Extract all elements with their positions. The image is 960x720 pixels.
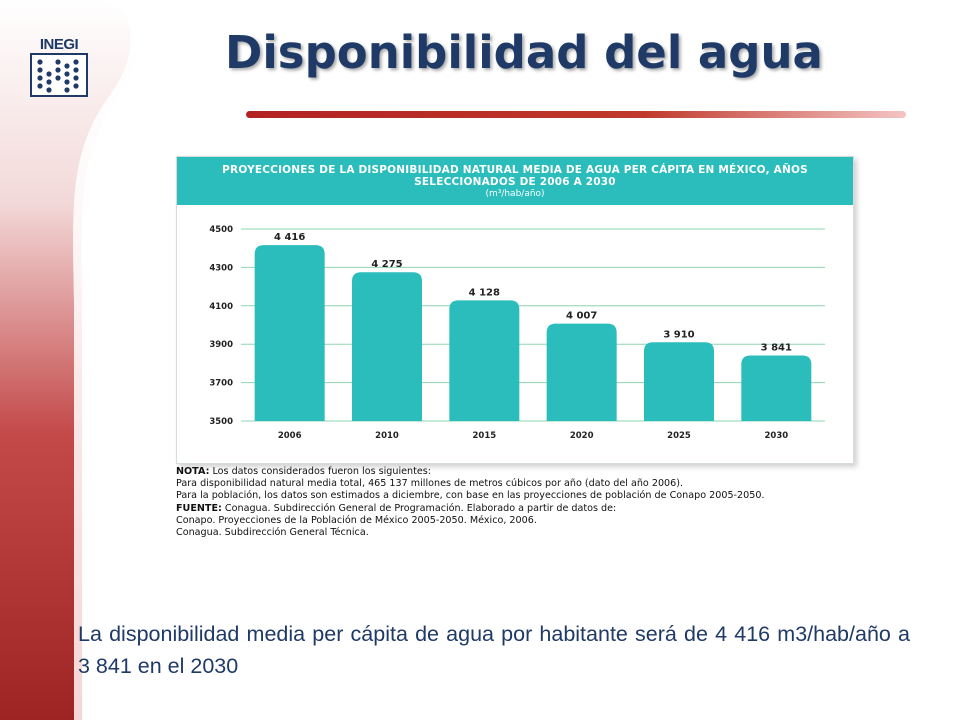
slide-title: Disponibilidad del agua	[225, 26, 823, 79]
note-text: Los datos considerados fueron los siguie…	[209, 466, 431, 477]
bar-value-label: 3 910	[663, 329, 694, 340]
y-tick-label: 4100	[209, 302, 233, 312]
bar	[741, 355, 812, 421]
source-label: FUENTE:	[176, 502, 222, 514]
bar-value-label: 4 275	[371, 259, 402, 270]
chart-title: PROYECCIONES DE LA DISPONIBILIDAD NATURA…	[222, 164, 808, 188]
note-line: Para la población, los datos son estimad…	[176, 490, 765, 502]
note-line: Para disponibilidad natural media total,…	[176, 478, 684, 490]
y-tick-label: 3700	[209, 379, 233, 389]
bar	[644, 342, 714, 421]
x-tick-label: 2010	[375, 431, 399, 441]
x-tick-label: 2006	[278, 431, 302, 441]
y-tick-label: 4500	[209, 225, 233, 235]
chart-unit: (m³/hab/año)	[485, 189, 545, 199]
note-label: NOTA:	[176, 466, 210, 477]
sidebar-highlight	[73, 0, 139, 720]
bar-chart: 3500 3700 3900 4100 4300 4500 4 416 2006 4 275 20…	[209, 225, 825, 441]
bar-value-label: 4 128	[469, 287, 500, 298]
title-underline	[246, 111, 906, 118]
x-tick-label: 2015	[472, 431, 496, 441]
logo-wordmark: INEGI	[39, 36, 79, 53]
bar	[352, 272, 422, 421]
source-line: Conapo. Proyecciones de la Población de …	[176, 514, 537, 526]
source-line: Conagua. Subdirección General Técnica.	[176, 527, 369, 539]
logo-dots-icon	[30, 53, 88, 97]
chart-notes: NOTA: Los datos considerados fueron los …	[176, 466, 856, 539]
y-tick-label: 4300	[209, 263, 233, 273]
y-tick-label: 3500	[209, 417, 233, 427]
bar-value-label: 4 007	[566, 311, 597, 322]
x-tick-label: 2025	[667, 431, 691, 441]
bar	[449, 300, 520, 421]
chart-figure: PROYECCIONES DE LA DISPONIBILIDAD NATURA…	[176, 156, 854, 464]
source-text: Conagua. Subdirección General de Program…	[221, 502, 617, 514]
bar-value-label: 4 416	[274, 232, 305, 243]
bar-value-label: 3 841	[761, 343, 792, 354]
bar	[254, 245, 325, 421]
x-tick-label: 2030	[764, 431, 788, 441]
x-tick-label: 2020	[570, 431, 594, 441]
note-heading: NOTA: Los datos considerados fueron los …	[176, 466, 856, 478]
chart-header: PROYECCIONES DE LA DISPONIBILIDAD NATURA…	[177, 157, 853, 205]
sidebar-band	[0, 0, 131, 720]
source-heading: FUENTE: Conagua. Subdirección General de…	[176, 503, 856, 515]
inegi-logo: INEGI	[28, 36, 90, 98]
bar	[546, 323, 617, 421]
slide-caption: La disponibilidad media per cápita de ag…	[78, 622, 910, 678]
y-tick-label: 3900	[209, 340, 233, 350]
